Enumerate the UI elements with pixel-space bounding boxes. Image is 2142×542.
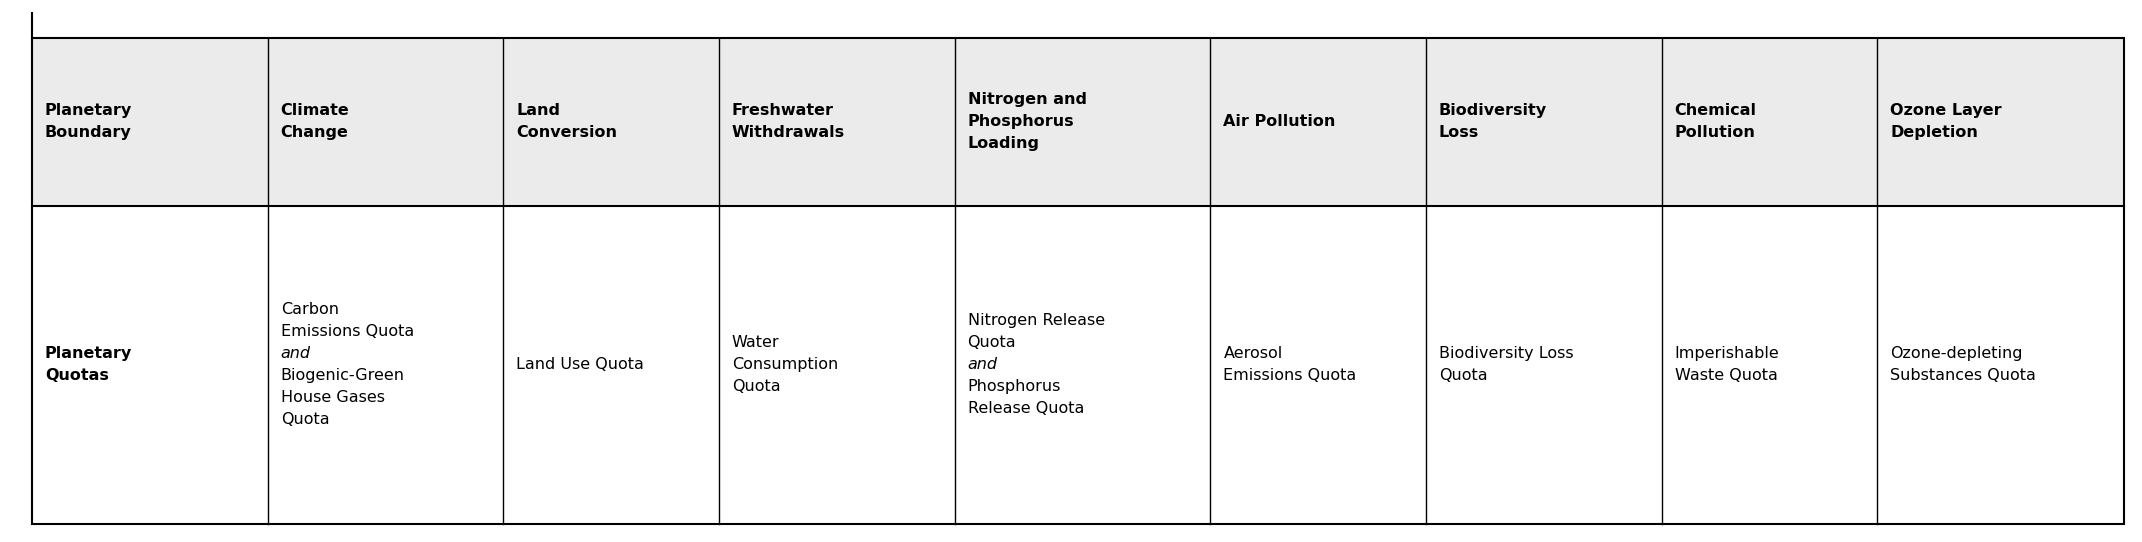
Text: Quota: Quota: [281, 412, 330, 428]
Bar: [268, 205, 503, 524]
Text: Pollution: Pollution: [1675, 125, 1756, 140]
Text: Nitrogen Release: Nitrogen Release: [968, 313, 1105, 328]
Text: Boundary: Boundary: [45, 125, 133, 140]
Text: Biodiversity Loss: Biodiversity Loss: [1439, 346, 1574, 362]
Text: Waste Quota: Waste Quota: [1675, 369, 1778, 383]
Bar: [1427, 205, 1662, 524]
Text: Depletion: Depletion: [1889, 125, 1977, 140]
Bar: [1210, 205, 1427, 524]
Text: Biogenic-Green: Biogenic-Green: [281, 369, 405, 383]
Bar: [1210, 38, 1427, 205]
Bar: [503, 38, 720, 205]
Text: Imperishable: Imperishable: [1675, 346, 1780, 362]
Bar: [1427, 38, 1662, 205]
Text: and: and: [968, 357, 998, 372]
Text: House Gases: House Gases: [281, 390, 386, 405]
Text: Freshwater: Freshwater: [733, 104, 833, 118]
Text: Quotas: Quotas: [45, 369, 109, 383]
Bar: [720, 38, 955, 205]
Text: Phosphorus: Phosphorus: [968, 114, 1073, 130]
Text: Climate: Climate: [281, 104, 349, 118]
Text: Loading: Loading: [968, 137, 1039, 151]
Bar: [1662, 205, 1876, 524]
Text: Ozone-depleting: Ozone-depleting: [1889, 346, 2022, 362]
Text: Land Use Quota: Land Use Quota: [516, 357, 645, 372]
Text: Substances Quota: Substances Quota: [1889, 369, 2035, 383]
Bar: [268, 38, 503, 205]
Bar: [955, 205, 1210, 524]
Text: Change: Change: [281, 125, 349, 140]
Bar: [32, 205, 268, 524]
Bar: [720, 205, 955, 524]
Text: Chemical: Chemical: [1675, 104, 1756, 118]
Text: Biodiversity: Biodiversity: [1439, 104, 1547, 118]
Text: Consumption: Consumption: [733, 357, 838, 372]
Bar: [503, 205, 720, 524]
Bar: [32, 38, 268, 205]
Bar: [955, 38, 1210, 205]
Text: Withdrawals: Withdrawals: [733, 125, 844, 140]
Bar: [1876, 38, 2125, 205]
Text: Ozone Layer: Ozone Layer: [1889, 104, 2003, 118]
Text: Land: Land: [516, 104, 561, 118]
Text: Nitrogen and: Nitrogen and: [968, 92, 1086, 107]
Text: and: and: [281, 346, 311, 362]
Text: Carbon: Carbon: [281, 302, 338, 317]
Text: Phosphorus: Phosphorus: [968, 379, 1060, 395]
Text: Emissions Quota: Emissions Quota: [1223, 369, 1356, 383]
Text: Quota: Quota: [733, 379, 780, 395]
Text: Loss: Loss: [1439, 125, 1480, 140]
Text: Emissions Quota: Emissions Quota: [281, 324, 413, 339]
Text: Planetary: Planetary: [45, 104, 133, 118]
Text: Planetary: Planetary: [45, 346, 133, 362]
Text: Air Pollution: Air Pollution: [1223, 114, 1337, 130]
Text: Aerosol: Aerosol: [1223, 346, 1283, 362]
Bar: [1662, 38, 1876, 205]
Text: Conversion: Conversion: [516, 125, 617, 140]
Text: Water: Water: [733, 335, 780, 350]
Text: Quota: Quota: [968, 335, 1015, 350]
Bar: [1876, 205, 2125, 524]
Bar: [32, 38, 2125, 524]
Text: Release Quota: Release Quota: [968, 402, 1084, 416]
Text: Quota: Quota: [1439, 369, 1487, 383]
